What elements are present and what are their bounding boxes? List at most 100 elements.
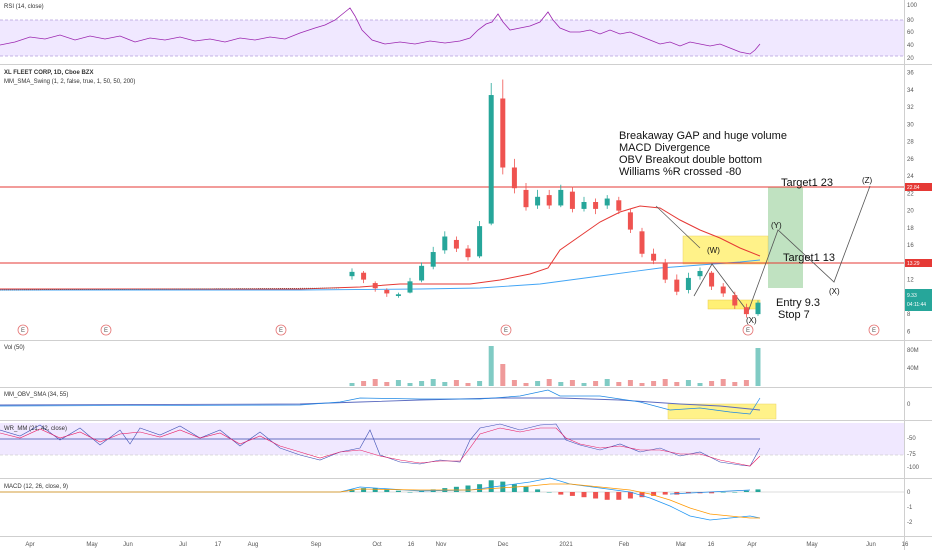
x-tick-15: Apr [747,542,756,548]
candle-body [430,252,436,267]
price-tick-12: 12 [907,278,914,284]
candle-body [465,248,471,258]
volume-bar [384,382,390,386]
rsi-tick-0: 100 [907,3,918,9]
annotation-y: (Y) [771,221,782,230]
tag-mid-bg [905,259,932,267]
trend-line [655,205,701,249]
volume-bar [627,380,633,386]
candle-body [616,200,622,211]
candle-body [685,277,691,290]
candle-body [477,226,483,257]
price-pane: 363432302826242220181614121086 22.84 13.… [0,71,932,336]
wr-tick-1: -75 [907,452,916,458]
price-tick-4: 28 [907,140,914,146]
macd-hist-bar [477,484,483,492]
volume-bar [639,383,645,386]
rsi-tick-1: 80 [907,18,914,24]
macd-hist-bar [639,492,645,498]
x-tick-11: 2021 [559,542,573,548]
volume-bar [662,379,668,386]
macd-hist-bar [709,492,715,494]
volume-pane: 80M 40M [349,346,919,386]
volume-bar [523,383,529,386]
candle-body [755,302,761,315]
x-tick-18: 16 [902,542,909,548]
obv-tick-0: 0 [907,402,911,408]
x-tick-7: Oct [372,542,382,548]
candle-body [372,283,378,289]
candle-body [674,279,680,292]
candle-body [442,236,448,251]
tag-mid: 13.29 [907,261,920,267]
rsi-pane: 100 80 60 40 20 [0,3,918,62]
x-tick-17: Jun [866,542,876,548]
macd-hist-bar [743,490,749,492]
x-tick-0: Apr [25,542,34,548]
macd-hist-bar [627,492,633,499]
vol-tick-1: 40M [907,366,919,372]
candle-body [395,294,401,297]
tag-last-bg [905,289,932,311]
annotation-line1: Breakaway GAP and huge volume [619,130,787,142]
price-tick-10: 16 [907,243,914,249]
volume-bar [697,383,703,386]
earnings-markers: E E E E E E [17,324,880,336]
price-tick-2: 32 [907,105,914,111]
macd-hist-bar [419,490,425,492]
wave-projection [693,185,871,313]
x-tick-10: Dec [498,542,509,548]
price-tick-7: 22 [907,191,914,197]
x-tick-1: May [86,542,97,548]
volume-bar [465,383,471,386]
wr-pane: -50 -75 -100 [0,423,920,471]
x-tick-12: Feb [619,542,630,548]
volume-bar [651,381,657,386]
candle-body [558,189,564,206]
candle-body [569,191,575,209]
earnings-4: E [746,328,750,334]
macd-hist-bar [546,492,552,493]
early-price-line [0,287,341,291]
macd-hist-bar [616,492,622,500]
volume-bar [616,382,622,386]
annotation-x2: (X) [829,287,840,296]
candle-body [662,262,668,280]
volume-bar [558,382,564,386]
macd-title: MACD (12, 26, close, 9) [4,484,68,490]
macd-hist-bar [523,486,529,492]
annotation-entry: Entry 9.3 [776,297,820,309]
obv-highlight-box [667,403,777,420]
macd-hist-bar [361,488,367,492]
macd-line [0,477,761,521]
macd-hist-bar [720,492,726,493]
macd-hist-bar [535,489,541,492]
earnings-3: E [504,328,508,334]
macd-tick-0: 0 [907,490,911,496]
annotation-w: (W) [707,246,720,255]
volume-bar [361,381,367,386]
volume-bar [407,383,413,386]
price-tick-3: 30 [907,122,914,128]
x-tick-13: Mar [676,542,686,548]
x-tick-5: Aug [248,542,259,548]
macd-hist-bar [349,489,355,492]
signal-line [0,483,760,519]
x-tick-14: 16 [708,542,715,548]
x-tick-9: Nov [436,542,447,548]
price-tick-1: 34 [907,88,914,94]
macd-tick-1: -1 [907,505,913,511]
wr-tick-0: -50 [907,436,916,442]
candle-body [651,253,657,261]
annotation-stop: Stop 7 [778,309,810,321]
candle-body [593,202,599,209]
wr-tick-2: -100 [907,465,920,471]
macd-hist-bar [488,480,494,492]
x-axis: Apr May Jun Jul 17 Aug Sep Oct 16 Nov Dec 2021 Feb Ma… [25,542,909,548]
wr-title: WR_MM (21, 42, close) [4,426,67,432]
candle-body [488,95,494,224]
vol-title: Vol (50) [4,345,25,351]
annotation-x1: (X) [746,316,757,325]
volume-bar [500,364,506,386]
